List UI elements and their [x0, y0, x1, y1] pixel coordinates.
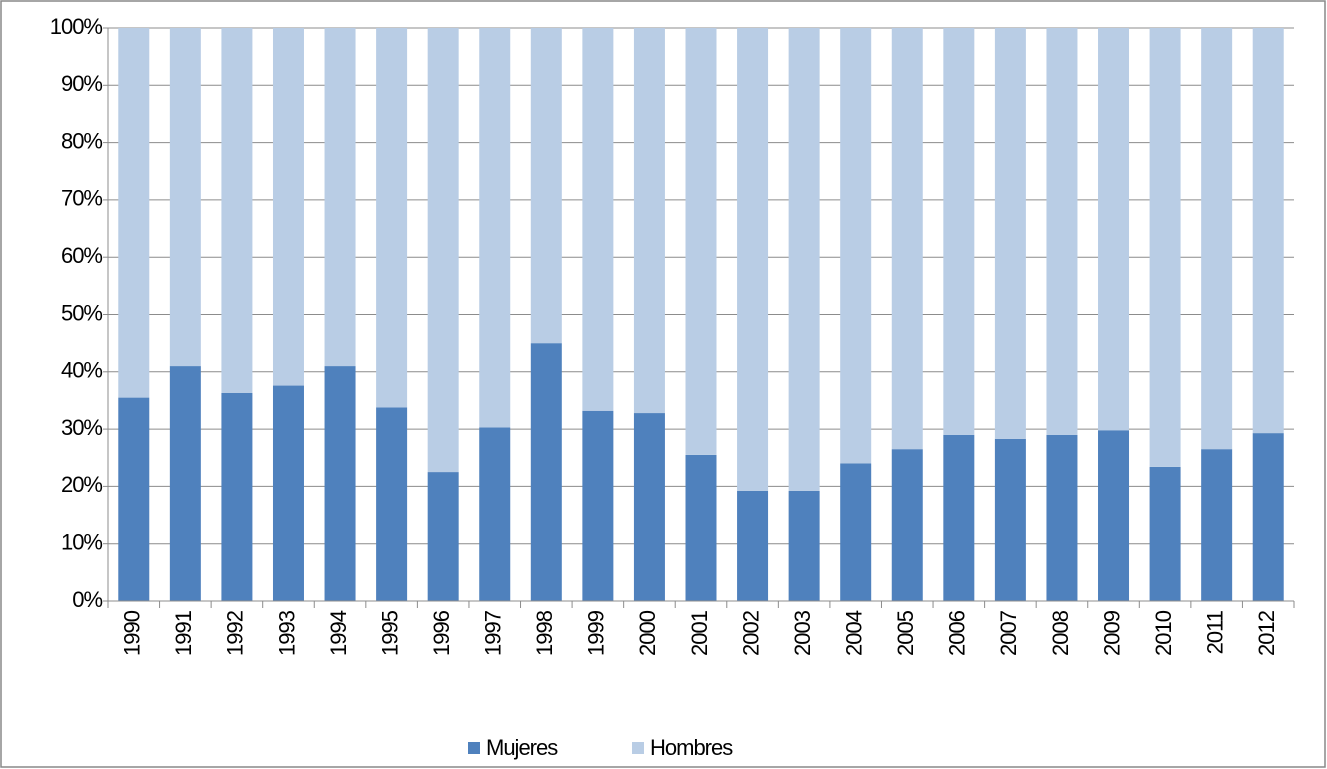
bar-segment: [272, 385, 304, 601]
y-tick-label: 0%: [72, 587, 102, 612]
bar-segment: [737, 28, 769, 491]
bar-segment: [376, 407, 408, 601]
y-tick-label: 80%: [61, 128, 102, 153]
bar-segment: [737, 490, 769, 601]
x-tick-label: 2004: [842, 610, 867, 656]
x-tick-label: 2006: [945, 610, 970, 656]
x-tick-label: 2002: [738, 610, 763, 656]
y-tick-label: 10%: [61, 530, 102, 555]
y-tick-label: 90%: [61, 71, 102, 96]
bar-segment: [633, 28, 665, 414]
x-tick-label: 1990: [120, 610, 145, 656]
bar-segment: [221, 393, 253, 601]
x-tick-label: 1997: [481, 610, 506, 656]
bar-segment: [685, 28, 717, 455]
bar-segment: [169, 28, 201, 367]
bar-segment: [1201, 28, 1233, 450]
x-tick-label: 2007: [996, 610, 1021, 656]
bar-segment: [582, 410, 614, 601]
y-tick-label: 100%: [50, 14, 103, 39]
x-tick-label: 2008: [1048, 610, 1073, 656]
x-tick-label: 1995: [377, 610, 402, 656]
bar-segment: [840, 463, 872, 601]
bar-segment: [1252, 28, 1284, 434]
bar-segment: [221, 28, 253, 394]
bar-segment: [891, 449, 923, 601]
bar-segment: [1149, 466, 1181, 601]
x-tick-label: 2010: [1151, 610, 1176, 656]
x-tick-label: 1998: [532, 610, 557, 656]
bar-segment: [1046, 28, 1078, 435]
legend-label: Hombres: [650, 735, 733, 760]
bar-segment: [427, 28, 459, 473]
y-tick-label: 50%: [61, 300, 102, 325]
bar-segment: [943, 434, 975, 601]
bar-segment: [1201, 449, 1233, 601]
x-tick-label: 1996: [429, 610, 454, 656]
bar-segment: [994, 438, 1026, 601]
bar-segment: [788, 28, 820, 491]
bar-segment: [943, 28, 975, 435]
x-tick-label: 2003: [790, 610, 815, 656]
x-tick-label: 1992: [223, 610, 248, 656]
bar-segment: [324, 28, 356, 367]
x-tick-label: 2000: [635, 610, 660, 656]
y-tick-label: 70%: [61, 186, 102, 211]
bar-segment: [1046, 434, 1078, 601]
y-tick-label: 30%: [61, 415, 102, 440]
bar-segment: [1098, 430, 1130, 601]
bar-segment: [891, 28, 923, 450]
y-tick-label: 40%: [61, 358, 102, 383]
bar-segment: [324, 366, 356, 601]
bar-segment: [118, 28, 150, 398]
bar-segment: [118, 397, 150, 601]
legend-swatch: [632, 742, 644, 754]
y-tick-label: 60%: [61, 243, 102, 268]
bar-segment: [1098, 28, 1130, 431]
bar-segment: [840, 28, 872, 464]
bar-segment: [994, 28, 1026, 439]
bar-segment: [530, 343, 562, 601]
x-tick-label: 2009: [1099, 610, 1124, 656]
bar-segment: [582, 28, 614, 411]
bar-segment: [685, 454, 717, 601]
bar-segment: [1149, 28, 1181, 467]
x-tick-label: 1993: [274, 610, 299, 656]
x-tick-label: 1991: [171, 610, 196, 656]
bar-segment: [530, 28, 562, 344]
bar-segment: [427, 472, 459, 601]
bar-segment: [376, 28, 408, 408]
bar-segment: [479, 427, 511, 601]
bar-segment: [788, 490, 820, 601]
x-tick-label: 1999: [584, 610, 609, 656]
bar-segment: [479, 28, 511, 428]
bar-segment: [272, 28, 304, 386]
y-tick-label: 20%: [61, 472, 102, 497]
x-tick-label: 2005: [893, 610, 918, 656]
legend-label: Mujeres: [486, 735, 558, 760]
x-tick-label: 2011: [1202, 610, 1227, 654]
bar-segment: [169, 366, 201, 601]
x-tick-label: 2001: [687, 610, 712, 656]
x-tick-label: 1994: [326, 610, 351, 656]
bar-segment: [1252, 433, 1284, 601]
bar-segment: [633, 413, 665, 601]
legend-swatch: [468, 742, 480, 754]
x-tick-label: 2012: [1254, 610, 1279, 656]
